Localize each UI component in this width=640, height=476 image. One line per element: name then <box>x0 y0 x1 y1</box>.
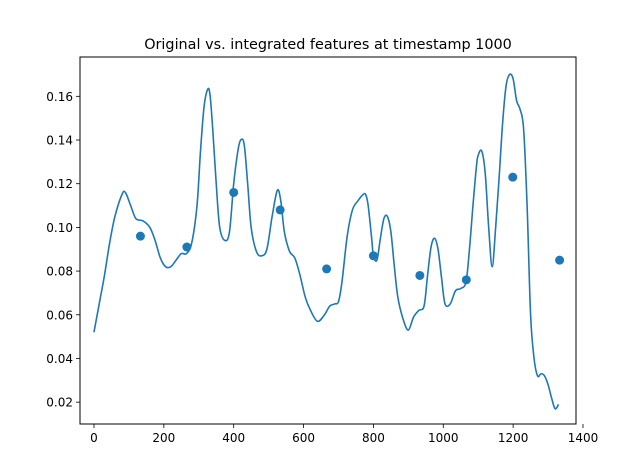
scatter-point-integrated <box>508 172 518 182</box>
y-tick-label: 0.08 <box>46 265 73 279</box>
x-tick-label: 1400 <box>568 431 599 445</box>
scatter-point-integrated <box>555 255 565 265</box>
scatter-point-integrated <box>368 251 378 261</box>
scatter-point-integrated <box>322 264 332 274</box>
x-tick-label: 600 <box>292 431 315 445</box>
axes-frame <box>79 56 577 425</box>
series-line-original <box>93 73 560 410</box>
x-tick-label: 800 <box>362 431 385 445</box>
x-tick-label: 400 <box>222 431 245 445</box>
y-tick-label: 0.06 <box>46 308 73 322</box>
x-tick-label: 0 <box>90 431 98 445</box>
y-tick-label: 0.12 <box>46 177 73 191</box>
y-tick-label: 0.16 <box>46 90 73 104</box>
x-tick-label: 1200 <box>498 431 529 445</box>
scatter-point-integrated <box>415 270 425 280</box>
x-tick-label: 1000 <box>428 431 459 445</box>
scatter-point-integrated <box>229 187 239 197</box>
scatter-point-integrated <box>461 275 471 285</box>
y-tick-label: 0.10 <box>46 221 73 235</box>
y-tick-label: 0.04 <box>46 352 73 366</box>
chart-title: Original vs. integrated features at time… <box>144 37 512 53</box>
scatter-point-integrated <box>182 242 192 252</box>
scatter-point-integrated <box>135 231 145 241</box>
plot-area: 0 200 400 600 800 1000 1200 1400 0.02 0.04 0.06 0.0… <box>46 73 599 445</box>
y-tick-label: 0.14 <box>46 134 73 148</box>
y-tick-label: 0.02 <box>46 396 73 410</box>
x-tick-label: 200 <box>152 431 175 445</box>
scatter-point-integrated <box>275 205 285 215</box>
